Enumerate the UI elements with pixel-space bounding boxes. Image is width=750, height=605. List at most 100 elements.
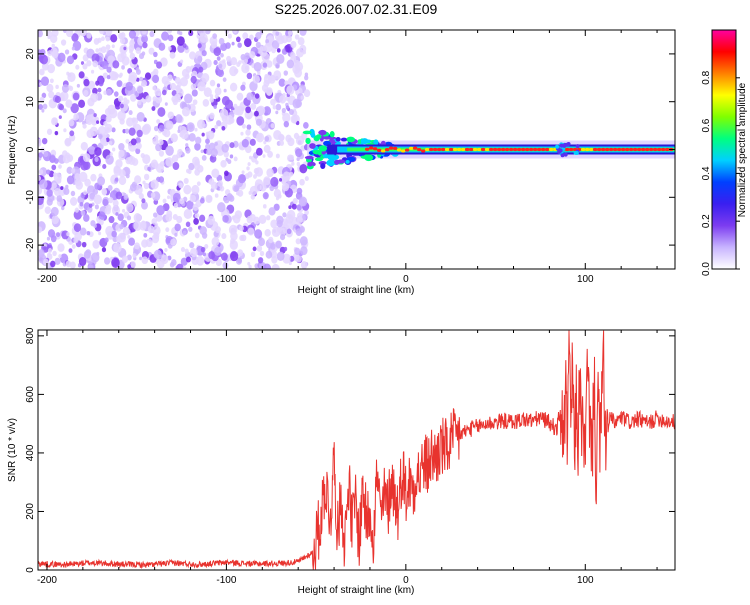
noise-cell bbox=[139, 76, 144, 82]
signal-peak-cell bbox=[580, 147, 586, 152]
noise-cell bbox=[240, 234, 247, 242]
noise-cell bbox=[276, 251, 285, 261]
noise-cell bbox=[209, 97, 215, 103]
noise-cell bbox=[139, 256, 143, 261]
noise-cell bbox=[295, 238, 301, 245]
noise-cell bbox=[257, 257, 264, 264]
noise-cell bbox=[222, 261, 229, 269]
noise-cell bbox=[185, 221, 191, 228]
noise-cell bbox=[141, 51, 146, 56]
noise-cell bbox=[218, 63, 223, 69]
noise-cell bbox=[94, 147, 102, 156]
signal-peak-cell bbox=[564, 147, 570, 152]
transition-cell bbox=[329, 131, 335, 138]
noise-cell bbox=[97, 87, 102, 93]
transition-cell bbox=[364, 154, 374, 162]
noise-cell bbox=[303, 89, 311, 98]
noise-cell bbox=[133, 220, 142, 231]
noise-cell bbox=[286, 85, 295, 95]
noise-cell bbox=[70, 190, 76, 197]
noise-cell bbox=[246, 166, 250, 171]
noise-cell bbox=[54, 257, 61, 265]
noise-cell bbox=[152, 96, 157, 102]
y-tick-label: 200 bbox=[25, 503, 36, 520]
noise-cell bbox=[211, 236, 220, 247]
noise-cell bbox=[240, 84, 246, 91]
noise-cell bbox=[190, 75, 197, 84]
noise-cell bbox=[297, 37, 305, 46]
noise-cell bbox=[145, 95, 152, 103]
noise-cell bbox=[241, 123, 246, 129]
transition-cell bbox=[315, 134, 322, 140]
noise-cell bbox=[169, 51, 176, 59]
noise-cell bbox=[51, 30, 59, 37]
noise-cell bbox=[150, 179, 159, 190]
signal-peak-cell bbox=[632, 147, 638, 152]
noise-cell bbox=[114, 177, 119, 182]
noise-cell bbox=[259, 250, 265, 257]
noise-cell bbox=[247, 227, 255, 236]
noise-cell bbox=[230, 57, 238, 66]
noise-cell bbox=[281, 34, 289, 44]
noise-cell bbox=[111, 44, 115, 49]
transition-cell bbox=[318, 145, 328, 152]
noise-cell bbox=[104, 207, 111, 215]
noise-cell bbox=[109, 108, 118, 119]
noise-cell bbox=[166, 195, 171, 200]
noise-cell bbox=[118, 149, 125, 158]
noise-cell bbox=[71, 46, 76, 51]
signal-peak-cell bbox=[620, 147, 626, 152]
noise-cell bbox=[47, 63, 56, 74]
noise-cell bbox=[72, 92, 80, 101]
colorbar-tick-label: 0.6 bbox=[701, 118, 712, 132]
noise-cell bbox=[197, 43, 202, 49]
transition-cell bbox=[331, 155, 338, 161]
noise-cell bbox=[47, 35, 51, 40]
noise-cell bbox=[262, 192, 269, 200]
spectrogram-marks bbox=[38, 30, 675, 269]
noise-cell bbox=[225, 42, 231, 49]
noise-cell bbox=[244, 52, 251, 60]
noise-cell bbox=[291, 203, 297, 210]
signal-peak-cell bbox=[388, 146, 394, 150]
noise-cell bbox=[56, 232, 61, 238]
noise-cell bbox=[219, 108, 229, 119]
noise-cell bbox=[214, 193, 219, 198]
noise-cell bbox=[107, 184, 113, 191]
noise-cell bbox=[197, 164, 204, 173]
noise-cell bbox=[104, 30, 113, 36]
transition-cell bbox=[317, 150, 322, 156]
noise-cell bbox=[271, 226, 281, 238]
noise-cell bbox=[189, 194, 197, 203]
noise-cell bbox=[86, 114, 93, 123]
noise-cell bbox=[294, 247, 301, 256]
noise-cell bbox=[169, 82, 177, 91]
noise-cell bbox=[294, 34, 300, 40]
noise-cell bbox=[88, 264, 94, 269]
noise-cell bbox=[80, 141, 88, 151]
noise-cell bbox=[136, 142, 142, 150]
noise-cell bbox=[214, 124, 218, 130]
y-tick-label: 600 bbox=[25, 386, 36, 403]
noise-cell bbox=[141, 239, 149, 248]
noise-cell bbox=[196, 181, 201, 186]
noise-cell bbox=[121, 65, 125, 70]
noise-cell bbox=[65, 30, 74, 38]
noise-cell bbox=[304, 176, 309, 182]
anomaly-cell bbox=[563, 152, 568, 157]
noise-cell bbox=[275, 62, 280, 69]
noise-cell bbox=[250, 103, 257, 110]
noise-cell bbox=[64, 49, 70, 55]
noise-cell bbox=[49, 155, 56, 163]
noise-cell bbox=[66, 231, 70, 237]
transition-cell bbox=[308, 151, 314, 155]
noise-cell bbox=[179, 125, 187, 135]
noise-cell bbox=[113, 91, 119, 97]
noise-cell bbox=[262, 62, 268, 68]
noise-cell bbox=[79, 202, 84, 207]
noise-cell bbox=[93, 194, 102, 205]
noise-cell bbox=[128, 30, 137, 39]
signal-peak-cell bbox=[436, 147, 442, 152]
x-tick-label: -100 bbox=[216, 274, 236, 285]
